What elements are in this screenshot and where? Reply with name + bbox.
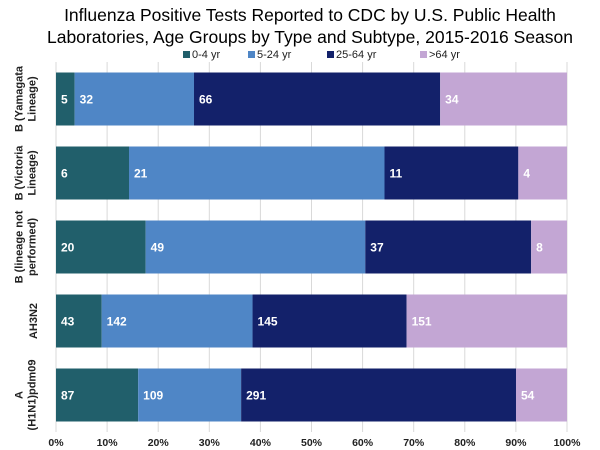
bar-segment [56, 294, 102, 348]
bar-segment [56, 146, 129, 200]
x-tick-label: 20% [148, 437, 170, 449]
legend-label: >64 yr [429, 49, 460, 61]
chart-title-line-1: Influenza Positive Tests Reported to CDC… [64, 5, 556, 25]
category-label-line: B (lineage not [14, 210, 26, 283]
bar-segment [56, 220, 146, 274]
legend-swatch [420, 51, 427, 58]
bar-segment [518, 146, 567, 200]
data-label: 20 [61, 241, 75, 255]
category-label: A (H1N1)pdm09 [14, 360, 39, 431]
bar-segment [101, 294, 253, 348]
bar-segment [194, 72, 441, 126]
data-label: 109 [143, 389, 163, 403]
bar-segment [74, 72, 195, 126]
data-label: 5 [61, 93, 68, 107]
category-label-line: (H1N1)pdm09 [27, 360, 39, 431]
bar-segment [241, 368, 516, 422]
legend-label: 25-64 yr [336, 49, 377, 61]
bar-segment [365, 220, 532, 274]
data-label: 43 [61, 315, 75, 329]
x-tick-label: 90% [505, 437, 527, 449]
bar-segment [56, 72, 75, 126]
data-label: 4 [523, 167, 530, 181]
data-label: 6 [61, 167, 68, 181]
category-label-line: B (Victoria [14, 145, 26, 201]
category-label-line: Lineage) [27, 76, 39, 122]
bar-segment [129, 146, 385, 200]
legend-swatch [327, 51, 334, 58]
data-label: 49 [151, 241, 165, 255]
legend-label: 0-4 yr [192, 49, 220, 61]
bar-segment [145, 220, 366, 274]
data-label: 34 [445, 93, 459, 107]
x-tick-label: 70% [403, 437, 425, 449]
data-label: 142 [107, 315, 127, 329]
data-label: 145 [258, 315, 278, 329]
category-label: B (Victoria Lineage) [14, 145, 39, 201]
data-label: 87 [61, 389, 75, 403]
data-label: 37 [370, 241, 384, 255]
chart-title-line-2: Laboratories, Age Groups by Type and Sub… [47, 27, 573, 47]
x-tick-label: 100% [554, 437, 582, 449]
bar-segment [56, 368, 139, 422]
x-tick-label: 30% [199, 437, 221, 449]
data-label: 32 [80, 93, 94, 107]
legend-swatch [183, 51, 190, 58]
data-label: 8 [536, 241, 543, 255]
x-tick-label: 80% [454, 437, 476, 449]
bar-segment [252, 294, 407, 348]
category-label-line: performed) [27, 218, 39, 276]
data-label: 54 [521, 389, 535, 403]
x-tick-label: 60% [352, 437, 374, 449]
category-label-line: Lineage) [27, 150, 39, 196]
bar-segment [138, 368, 242, 422]
category-label: AH3N2 [28, 303, 40, 339]
x-tick-label: 50% [301, 437, 323, 449]
y-axis-categories: B (Yamagata Lineage)B (Victoria Lineage)B … [14, 65, 41, 430]
bar-segment [531, 220, 567, 274]
category-label-line: B (Yamagata [14, 65, 26, 132]
data-label: 291 [246, 389, 266, 403]
data-label: 66 [199, 93, 213, 107]
data-label: 11 [390, 167, 403, 181]
legend-swatch [248, 51, 255, 58]
data-label: 21 [134, 167, 148, 181]
data-label: 151 [412, 315, 432, 329]
bar-segment [384, 146, 519, 200]
x-tick-label: 0% [48, 437, 64, 449]
bar-segment [515, 368, 567, 422]
category-label-line: AH3N2 [28, 303, 40, 339]
category-label: B (lineage not performed) [14, 210, 39, 283]
x-axis-ticks: 0% 10% 20% 30% 40% 50% 60% 70% 80% 90% 100% [48, 437, 581, 449]
category-label: B (Yamagata Lineage) [14, 65, 39, 132]
category-label-line: A [14, 391, 26, 399]
legend-label: 5-24 yr [257, 49, 292, 61]
legend: 0-4 yr 5-24 yr 25-64 yr >64 yr [183, 49, 460, 61]
x-tick-label: 40% [250, 437, 272, 449]
bar-segment [440, 72, 567, 126]
bar-segment [406, 294, 567, 348]
x-tick-label: 10% [97, 437, 119, 449]
bars: 5 32 66 34 6 21 11 4 20 49 37 8 43 142 145 151 87 109 291 5… [56, 72, 567, 422]
